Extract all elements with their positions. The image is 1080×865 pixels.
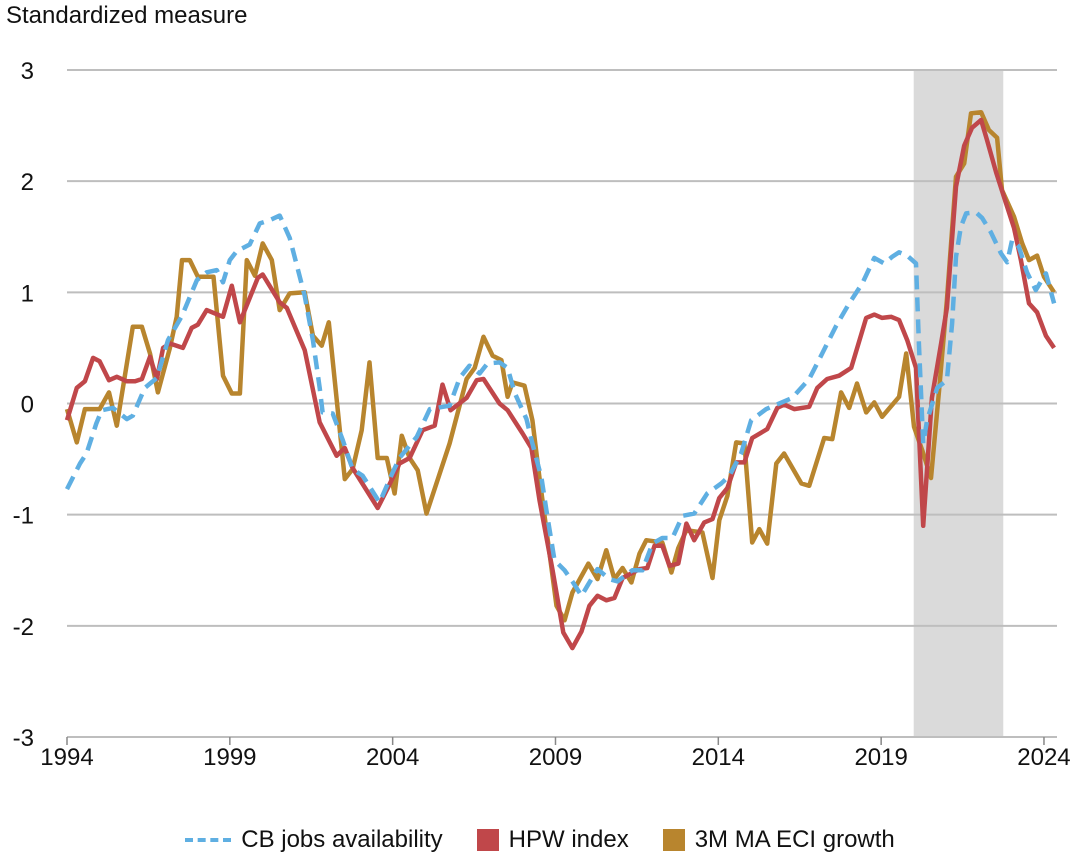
x-tick-label: 2009 [529, 744, 582, 771]
x-tick-label: 2024 [1017, 744, 1070, 771]
x-tick-label: 1994 [40, 744, 93, 771]
y-tick-label: -3 [13, 725, 34, 752]
y-tick-label: 2 [21, 169, 34, 196]
legend-swatch [662, 829, 685, 851]
x-tick-label: 2004 [366, 744, 419, 771]
series-line-cb-jobs-availability [64, 210, 1057, 599]
y-axis-title: Standardized measure [6, 2, 248, 29]
legend-item: CB jobs availability [185, 826, 443, 854]
y-tick-label: 3 [21, 58, 34, 85]
x-tick-label: 1999 [203, 744, 256, 771]
legend: CB jobs availability HPW index 3M MA ECI g… [0, 826, 1080, 854]
legend-swatch [476, 829, 499, 851]
series-line-hpw-index [64, 117, 1056, 651]
y-tick-label: 0 [21, 392, 34, 419]
legend-label: 3M MA ECI growth [694, 826, 895, 853]
x-tick-label: 2019 [854, 744, 907, 771]
y-tick-label: -2 [13, 614, 34, 641]
legend-item: HPW index [476, 826, 629, 854]
legend-label: HPW index [508, 826, 629, 853]
y-tick-label: -1 [13, 503, 34, 530]
x-tick-label: 2014 [692, 744, 745, 771]
legend-swatch [185, 838, 232, 842]
y-tick-label: 1 [21, 280, 34, 307]
legend-item: 3M MA ECI growth [662, 826, 895, 854]
legend-label: CB jobs availability [241, 826, 443, 853]
series-line-3m-ma-eci-growth [64, 109, 1056, 623]
